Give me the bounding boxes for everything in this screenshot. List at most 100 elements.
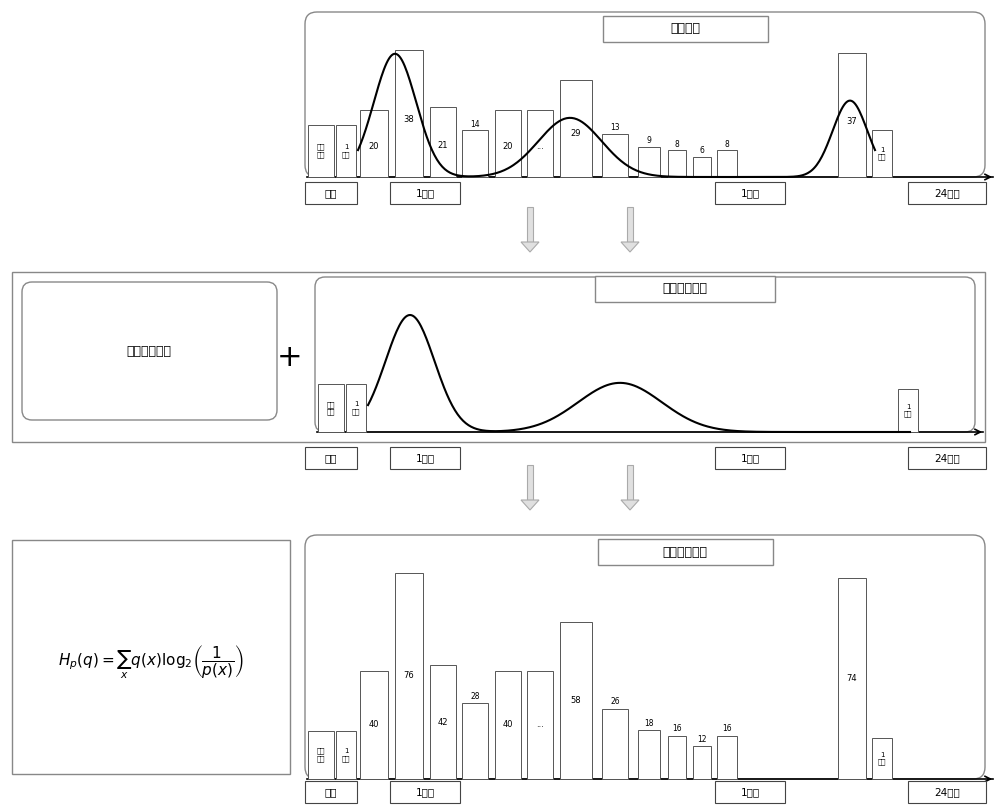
Bar bbox=[908, 781, 986, 803]
Text: 24小时: 24小时 bbox=[934, 453, 960, 463]
Bar bbox=[668, 150, 686, 177]
Text: 14: 14 bbox=[470, 119, 480, 128]
Bar bbox=[462, 703, 488, 779]
Text: 20: 20 bbox=[503, 142, 513, 152]
Text: 时间: 时间 bbox=[325, 453, 337, 463]
Text: 13: 13 bbox=[610, 123, 620, 132]
Text: 24小时: 24小时 bbox=[934, 188, 960, 198]
Text: 1分钟: 1分钟 bbox=[740, 453, 760, 463]
Text: 8: 8 bbox=[725, 140, 729, 148]
Bar bbox=[305, 182, 357, 204]
Bar bbox=[360, 671, 388, 779]
Text: $H_p(q) = \sum_{x} q(x) \log_2\!\left(\dfrac{1}{p(x)}\right)$: $H_p(q) = \sum_{x} q(x) \log_2\!\left(\d… bbox=[58, 643, 244, 680]
Bar bbox=[12, 540, 290, 774]
Text: 1分钟: 1分钟 bbox=[740, 188, 760, 198]
Bar bbox=[872, 130, 892, 177]
Text: 40: 40 bbox=[369, 721, 379, 730]
Bar bbox=[668, 736, 686, 779]
Bar bbox=[602, 16, 768, 42]
Text: 时间
网格: 时间 网格 bbox=[327, 401, 335, 415]
Text: 37: 37 bbox=[847, 117, 857, 126]
Text: 20: 20 bbox=[369, 142, 379, 152]
Text: 40: 40 bbox=[503, 721, 513, 730]
Text: 6: 6 bbox=[700, 146, 704, 156]
Text: 8: 8 bbox=[675, 140, 679, 148]
Bar bbox=[838, 53, 866, 177]
Text: 标签标量数据: 标签标量数据 bbox=[126, 345, 172, 358]
Text: +: + bbox=[277, 342, 303, 371]
Bar bbox=[638, 730, 660, 779]
Bar bbox=[627, 207, 633, 242]
Text: 1
分钟: 1 分钟 bbox=[342, 748, 350, 762]
Bar bbox=[638, 147, 660, 177]
Text: 24小时: 24小时 bbox=[934, 787, 960, 797]
Text: 29: 29 bbox=[571, 129, 581, 138]
Polygon shape bbox=[621, 500, 639, 510]
FancyBboxPatch shape bbox=[305, 535, 985, 779]
Text: 21: 21 bbox=[438, 141, 448, 150]
Text: 1
分钟: 1 分钟 bbox=[878, 752, 886, 765]
Bar bbox=[495, 671, 521, 779]
Bar bbox=[395, 50, 423, 177]
Text: 58: 58 bbox=[571, 696, 581, 705]
Text: 76: 76 bbox=[404, 671, 414, 680]
Bar bbox=[527, 207, 533, 242]
Bar bbox=[336, 731, 356, 779]
Bar bbox=[693, 157, 711, 177]
Text: 16: 16 bbox=[672, 724, 682, 733]
Bar bbox=[462, 130, 488, 177]
Bar bbox=[430, 665, 456, 779]
Bar bbox=[838, 579, 866, 779]
Bar bbox=[318, 384, 344, 432]
FancyBboxPatch shape bbox=[315, 277, 975, 432]
Polygon shape bbox=[521, 500, 539, 510]
Bar bbox=[715, 182, 785, 204]
Bar bbox=[308, 731, 334, 779]
Text: ...: ... bbox=[536, 142, 544, 152]
Bar bbox=[12, 272, 985, 442]
Text: 时间
网格: 时间 网格 bbox=[317, 748, 325, 762]
Bar bbox=[693, 746, 711, 779]
Bar bbox=[715, 781, 785, 803]
Bar bbox=[627, 465, 633, 500]
Text: 16: 16 bbox=[722, 724, 732, 733]
Bar bbox=[527, 671, 553, 779]
Bar bbox=[527, 111, 553, 177]
Bar bbox=[602, 133, 628, 177]
Text: 12: 12 bbox=[697, 735, 707, 744]
Text: 28: 28 bbox=[470, 692, 480, 700]
Text: 1分钟: 1分钟 bbox=[415, 453, 435, 463]
Text: 时序标签数据: 时序标签数据 bbox=[662, 546, 708, 558]
Text: 1分钟: 1分钟 bbox=[415, 787, 435, 797]
Text: 1
分钟: 1 分钟 bbox=[904, 404, 912, 417]
Text: 1
分钟: 1 分钟 bbox=[352, 401, 360, 415]
Bar bbox=[595, 276, 775, 302]
Polygon shape bbox=[521, 242, 539, 252]
Bar bbox=[308, 125, 334, 177]
Text: 18: 18 bbox=[644, 719, 654, 728]
Text: 时序数据: 时序数据 bbox=[670, 23, 700, 36]
Text: 时序数据分布: 时序数据分布 bbox=[662, 282, 708, 295]
Bar bbox=[527, 465, 533, 500]
Bar bbox=[715, 447, 785, 469]
Text: 1分钟: 1分钟 bbox=[415, 188, 435, 198]
Text: 26: 26 bbox=[610, 697, 620, 706]
Bar bbox=[908, 182, 986, 204]
Bar bbox=[560, 621, 592, 779]
Bar bbox=[390, 447, 460, 469]
Text: 时间
网格: 时间 网格 bbox=[317, 144, 325, 158]
Bar bbox=[305, 447, 357, 469]
FancyBboxPatch shape bbox=[305, 12, 985, 177]
Bar bbox=[360, 111, 388, 177]
Bar bbox=[560, 80, 592, 177]
Bar bbox=[390, 182, 460, 204]
Polygon shape bbox=[621, 242, 639, 252]
Bar bbox=[898, 389, 918, 432]
Bar bbox=[717, 150, 737, 177]
Bar bbox=[495, 111, 521, 177]
Bar bbox=[390, 781, 460, 803]
Text: 时间: 时间 bbox=[325, 188, 337, 198]
Bar bbox=[430, 107, 456, 177]
FancyBboxPatch shape bbox=[22, 282, 277, 420]
Bar bbox=[717, 736, 737, 779]
